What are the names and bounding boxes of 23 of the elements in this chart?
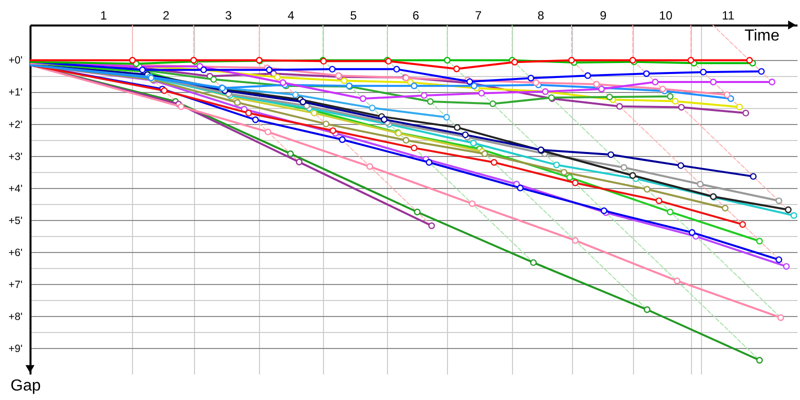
y-tick-label: +5': [8, 214, 22, 227]
x-tick-label: 10: [659, 8, 673, 22]
y-tick-label: +2': [8, 118, 22, 131]
x-tick-label: 6: [412, 8, 420, 22]
y-tick-label: +1': [8, 86, 22, 99]
y-tick-label: +8': [8, 310, 22, 323]
x-tick-label: 7: [474, 8, 482, 22]
x-axis-title: Time: [744, 28, 780, 44]
y-tick-label: +7': [8, 278, 22, 291]
x-tick-label: 8: [537, 8, 544, 22]
x-tick-label: 2: [162, 8, 170, 22]
x-tick-label: 4: [288, 8, 295, 22]
x-tick-label: 3: [225, 8, 232, 22]
y-tick-label: +9': [8, 342, 22, 355]
y-tick-label: +3': [8, 150, 22, 163]
y-tick-label: +4': [8, 182, 22, 195]
y-tick-label: +6': [8, 246, 22, 259]
y-axis-title: Gap: [10, 378, 41, 394]
x-tick-label: 1: [100, 8, 108, 22]
x-tick-label: 9: [600, 8, 607, 22]
y-tick-label: +0': [8, 54, 22, 67]
x-tick-label: 5: [350, 8, 358, 22]
x-tick-label: 11: [722, 8, 735, 22]
